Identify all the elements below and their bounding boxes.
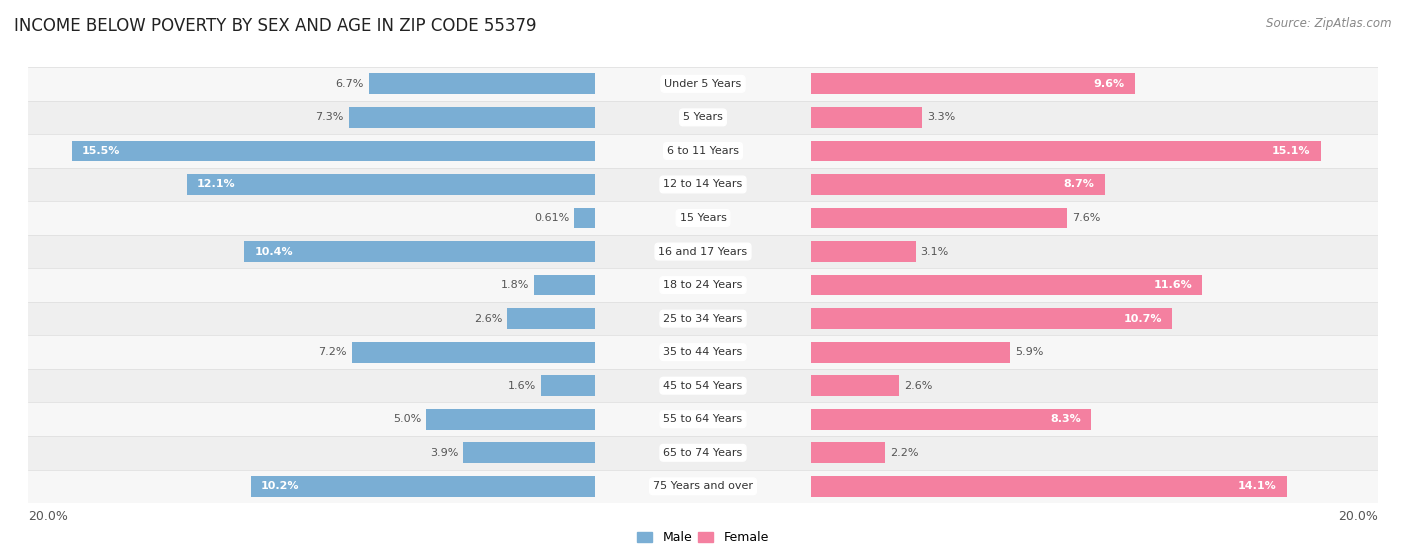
Bar — [28, 201, 1378, 235]
Text: 3.3%: 3.3% — [928, 112, 956, 122]
Text: 14.1%: 14.1% — [1237, 481, 1277, 491]
Text: 10.2%: 10.2% — [262, 481, 299, 491]
Bar — [245, 241, 595, 262]
Text: INCOME BELOW POVERTY BY SEX AND AGE IN ZIP CODE 55379: INCOME BELOW POVERTY BY SEX AND AGE IN Z… — [14, 17, 537, 35]
Bar — [28, 436, 1378, 470]
Bar — [28, 268, 1378, 302]
Bar — [811, 342, 1010, 363]
Text: 2.2%: 2.2% — [890, 448, 918, 458]
Bar — [811, 375, 898, 396]
Text: 45 to 54 Years: 45 to 54 Years — [664, 381, 742, 391]
Bar — [508, 308, 595, 329]
Text: 2.6%: 2.6% — [904, 381, 932, 391]
Bar — [28, 235, 1378, 268]
Text: 10.7%: 10.7% — [1123, 314, 1161, 324]
Text: 10.4%: 10.4% — [254, 247, 292, 257]
Text: 15 Years: 15 Years — [679, 213, 727, 223]
Bar — [28, 335, 1378, 369]
Bar — [426, 409, 595, 430]
Bar — [250, 476, 595, 497]
Text: 8.3%: 8.3% — [1050, 414, 1081, 424]
Bar — [28, 369, 1378, 402]
Bar — [534, 274, 595, 296]
Bar — [811, 409, 1091, 430]
Text: 15.1%: 15.1% — [1272, 146, 1310, 156]
Legend: Male, Female: Male, Female — [633, 526, 773, 549]
Text: 2.6%: 2.6% — [474, 314, 502, 324]
Text: 25 to 34 Years: 25 to 34 Years — [664, 314, 742, 324]
Bar — [28, 134, 1378, 168]
Text: Under 5 Years: Under 5 Years — [665, 79, 741, 89]
Bar — [811, 308, 1173, 329]
Text: 7.2%: 7.2% — [319, 347, 347, 357]
Bar — [811, 476, 1286, 497]
Text: 1.8%: 1.8% — [501, 280, 529, 290]
Bar — [464, 442, 595, 463]
Text: 65 to 74 Years: 65 to 74 Years — [664, 448, 742, 458]
Text: 7.6%: 7.6% — [1073, 213, 1101, 223]
Bar — [811, 107, 922, 128]
Text: Source: ZipAtlas.com: Source: ZipAtlas.com — [1267, 17, 1392, 30]
Text: 15.5%: 15.5% — [82, 146, 121, 156]
Bar — [811, 442, 886, 463]
Text: 1.6%: 1.6% — [508, 381, 536, 391]
Bar — [28, 470, 1378, 503]
Bar — [811, 73, 1135, 94]
Bar — [187, 174, 595, 195]
Bar — [368, 73, 595, 94]
Text: 55 to 64 Years: 55 to 64 Years — [664, 414, 742, 424]
Text: 35 to 44 Years: 35 to 44 Years — [664, 347, 742, 357]
Text: 11.6%: 11.6% — [1153, 280, 1192, 290]
Text: 7.3%: 7.3% — [315, 112, 343, 122]
Text: 20.0%: 20.0% — [28, 510, 67, 523]
Bar — [28, 67, 1378, 101]
Bar — [575, 207, 595, 229]
Text: 5.0%: 5.0% — [394, 414, 422, 424]
Bar — [352, 342, 595, 363]
Bar — [28, 101, 1378, 134]
Text: 5.9%: 5.9% — [1015, 347, 1043, 357]
Text: 3.1%: 3.1% — [921, 247, 949, 257]
Text: 6.7%: 6.7% — [336, 79, 364, 89]
Bar — [811, 174, 1105, 195]
Bar — [28, 302, 1378, 335]
Bar — [349, 107, 595, 128]
Bar — [28, 402, 1378, 436]
Text: 6 to 11 Years: 6 to 11 Years — [666, 146, 740, 156]
Text: 12 to 14 Years: 12 to 14 Years — [664, 179, 742, 190]
Text: 5 Years: 5 Years — [683, 112, 723, 122]
Bar — [811, 241, 915, 262]
Text: 3.9%: 3.9% — [430, 448, 458, 458]
Bar — [811, 140, 1320, 162]
Bar — [541, 375, 595, 396]
Bar — [72, 140, 595, 162]
Text: 8.7%: 8.7% — [1063, 179, 1094, 190]
Bar — [811, 207, 1067, 229]
Bar — [811, 274, 1202, 296]
Text: 0.61%: 0.61% — [534, 213, 569, 223]
Text: 18 to 24 Years: 18 to 24 Years — [664, 280, 742, 290]
Text: 20.0%: 20.0% — [1339, 510, 1378, 523]
Bar — [28, 168, 1378, 201]
Text: 9.6%: 9.6% — [1094, 79, 1125, 89]
Text: 12.1%: 12.1% — [197, 179, 235, 190]
Text: 16 and 17 Years: 16 and 17 Years — [658, 247, 748, 257]
Text: 75 Years and over: 75 Years and over — [652, 481, 754, 491]
